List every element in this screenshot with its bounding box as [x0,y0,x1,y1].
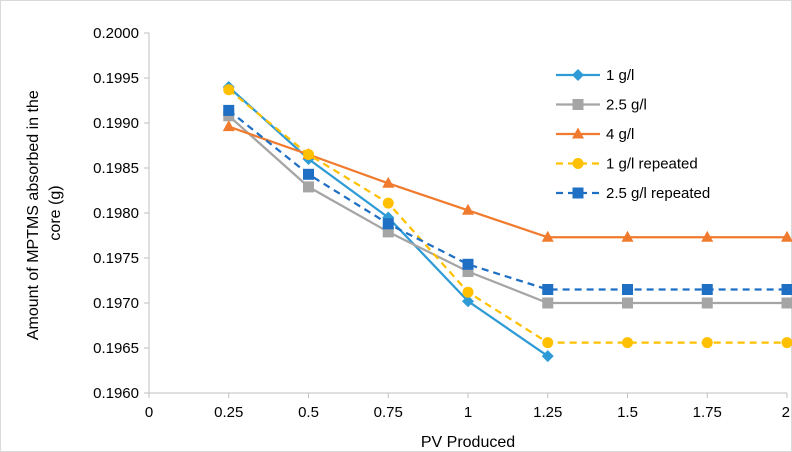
series-line [228,125,787,239]
data-point [382,176,395,188]
x-tick-label: 1.5 [617,404,638,421]
legend-item: 1 g/l [556,67,634,84]
y-tick-label: 0.1990 [93,115,139,132]
legend-label: 2.5 g/l [606,97,647,114]
legend-label: 4 g/l [606,126,634,143]
x-tick-label: 1.25 [533,404,562,421]
y-tick-label: 0.1960 [93,385,139,402]
y-axis-title-line-2: core (g) [47,185,64,240]
legend-label: 2.5 g/l repeated [606,185,710,202]
data-point [781,337,792,349]
legend-item: 2.5 g/l [556,97,647,114]
y-tick-label: 0.1985 [93,160,139,177]
series-group [222,81,792,363]
data-point [621,230,634,242]
y-tick-label: 0.2000 [93,25,139,42]
x-tick-label: 0.5 [298,404,319,421]
data-point [462,266,474,277]
y-tick-label: 0.1980 [93,205,139,222]
legend-marker [572,187,584,199]
series-line [228,88,787,344]
data-point [223,104,235,116]
series-line [228,109,787,291]
data-point [541,230,554,242]
y-tick-label: 0.1995 [93,70,139,87]
data-point [622,284,633,295]
data-point [462,203,474,215]
legend-marker [572,99,584,110]
x-tick-label: 0.25 [214,404,243,421]
legend-marker [572,158,584,169]
y-tick-label: 0.1965 [93,340,139,357]
x-tick-label: 2 [782,404,790,421]
legend-label: 1 g/l repeated [606,156,698,173]
data-point [462,295,474,308]
data-point [701,284,713,295]
data-point [781,284,792,295]
x-tick-label: 1 [464,404,472,421]
data-point [781,297,792,309]
data-point [701,337,713,349]
legend-item: 2.5 g/l repeated [556,185,710,202]
data-point [701,297,713,309]
axes: 0.1960 0.1965 0.1970 0.1975 0.1980 0.1985 0.19… [93,25,790,421]
data-point [701,230,714,242]
data-point [222,120,235,132]
y-axis-title-line-1: Amount of MPTMS absorbed in the [25,90,42,340]
legend-marker [572,69,584,81]
data-point [462,258,474,270]
data-point [382,226,394,238]
data-point [781,230,792,242]
data-point [303,181,314,193]
data-point [382,218,394,230]
data-point [223,84,235,96]
data-point [542,337,554,349]
data-point [462,286,474,298]
x-tick-label: 0 [145,404,153,421]
data-point [382,197,394,209]
data-point [541,350,554,363]
y-axis-title: Amount of MPTMS absorbed in the core (g) [25,86,64,340]
series-line [228,114,787,305]
x-tick-label: 0.75 [374,404,403,421]
legend: 1 g/l 2.5 g/l 4 g/l 1 g/l repeated 2.5 g/l r… [556,67,710,202]
data-point [542,284,554,295]
x-axis-title: PV Produced [421,434,515,451]
x-tick-label: 1.75 [693,404,722,421]
data-point [622,297,633,309]
y-tick-label: 0.1970 [93,295,139,312]
series-4 [223,84,792,349]
data-point [622,337,633,349]
legend-item: 1 g/l repeated [556,156,698,173]
y-tick-label: 0.1975 [93,250,139,267]
legend-marker [572,127,584,139]
data-point [542,297,554,309]
data-point [303,168,314,180]
data-point [303,149,314,160]
legend-label: 1 g/l [606,67,634,84]
legend-item: 4 g/l [556,126,634,143]
series-5 [223,104,792,295]
